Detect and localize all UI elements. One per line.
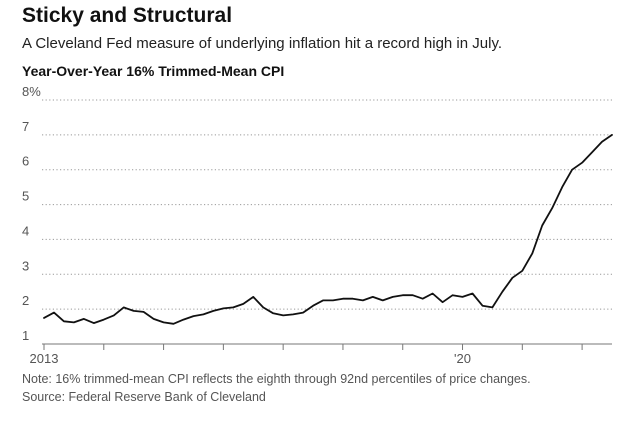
y-tick-label: 8% <box>22 84 41 99</box>
series <box>43 134 613 325</box>
y-tick-label: 3 <box>22 258 29 273</box>
gridlines <box>42 99 612 310</box>
headline: Sticky and Structural <box>22 4 233 27</box>
series-line <box>43 134 613 325</box>
y-tick-label: 7 <box>22 119 29 134</box>
chart-source: Source: Federal Reserve Bank of Clevelan… <box>22 390 266 404</box>
y-tick-label: 2 <box>22 293 29 308</box>
y-tick-label: 4 <box>22 223 29 238</box>
chart-note: Note: 16% trimmed-mean CPI reflects the … <box>22 372 531 386</box>
y-bottom-label: 1 <box>22 328 29 343</box>
y-tick-label: 6 <box>22 154 29 169</box>
chart-title: Year-Over-Year 16% Trimmed-Mean CPI <box>22 63 285 79</box>
y-tick-label: 5 <box>22 189 29 204</box>
x-tick-label: '20 <box>454 351 471 366</box>
x-tick-label: 2013 <box>30 351 59 366</box>
subheadline: A Cleveland Fed measure of underlying in… <box>22 35 502 52</box>
